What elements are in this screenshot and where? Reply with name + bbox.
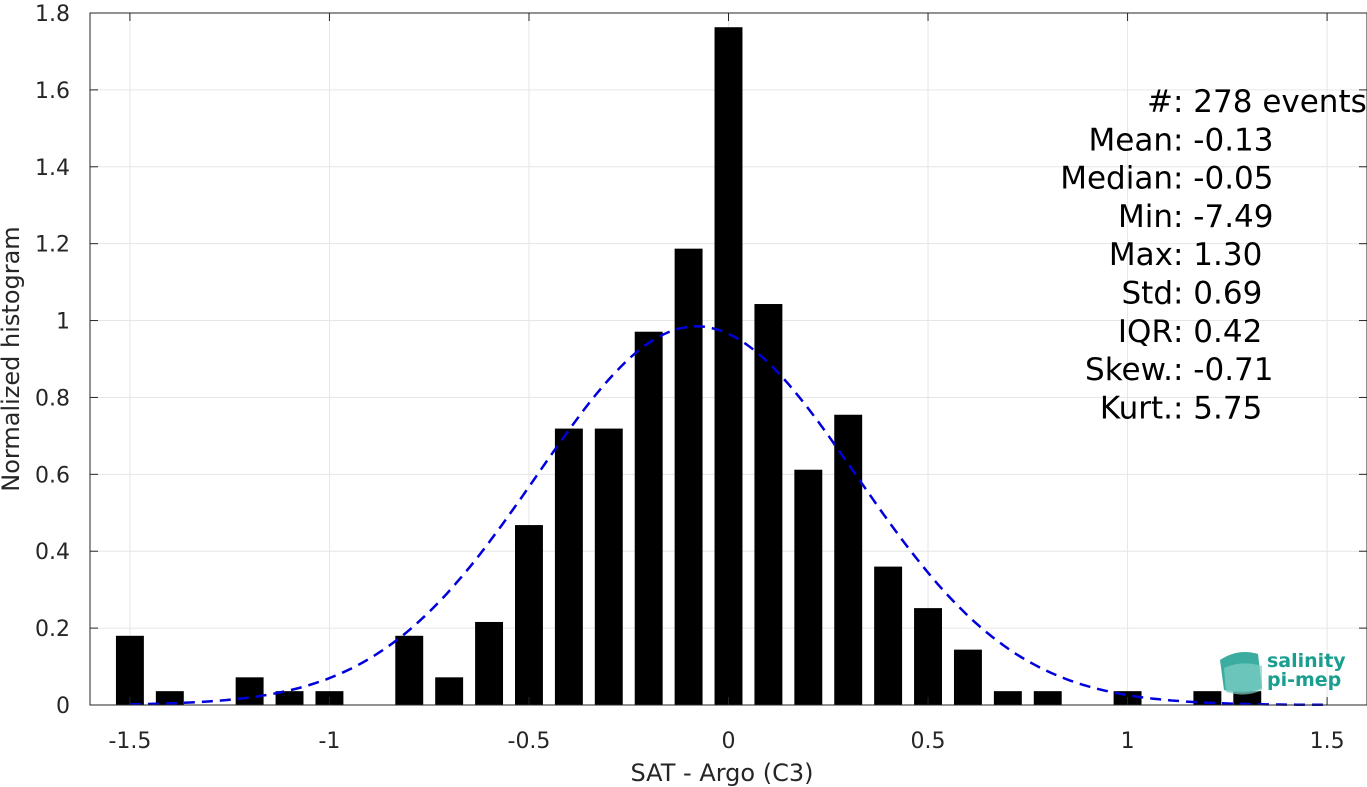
- histogram-bar: [594, 428, 623, 705]
- logo-text-salinity: salinity: [1267, 650, 1346, 672]
- y-tick-label: 1.4: [35, 156, 70, 181]
- salinity-pi-mep-logo: salinity pi-mep: [1220, 650, 1346, 695]
- x-tick-label: 1: [1121, 729, 1135, 754]
- histogram-bar: [235, 677, 264, 705]
- histogram-bar: [1233, 691, 1262, 705]
- stat-label: Skew.: [1085, 352, 1173, 388]
- y-tick-label: 1: [56, 310, 70, 335]
- y-tick-label: 0.6: [35, 463, 70, 488]
- histogram-bar: [953, 649, 982, 705]
- histogram-bar: [794, 469, 823, 705]
- stat-label: Max: [1109, 237, 1173, 273]
- y-tick-label: 1.6: [35, 79, 70, 104]
- histogram-bar: [554, 428, 583, 705]
- histogram-bar: [834, 414, 863, 705]
- histogram-bar: [714, 27, 743, 706]
- x-tick-label: -1: [318, 729, 340, 754]
- histogram-bar: [155, 691, 184, 705]
- y-tick-label: 0: [56, 694, 70, 719]
- fit-curve: [129, 325, 1328, 707]
- stat-label: Min: [1118, 199, 1173, 235]
- x-tick-label: -1.5: [108, 729, 151, 754]
- stat-value: : 0.69: [1173, 276, 1262, 312]
- histogram-bar: [475, 621, 504, 705]
- y-tick-label: 0.8: [35, 386, 70, 411]
- fit-curve-layer: [129, 325, 1328, 707]
- histogram-bar: [634, 331, 663, 705]
- histogram-bar: [674, 248, 703, 706]
- stat-label: Kurt.: [1100, 390, 1173, 426]
- stat-value: : -0.05: [1173, 161, 1274, 197]
- axis-ticks: -1.5 -1 -0.5 0 0.5 1 1.5 0 0.2 0.4 0.6 0.8 1 1.2 1.4 1.…: [35, 2, 1367, 754]
- stat-value: : 1.30: [1173, 237, 1262, 273]
- stat-value: : 5.75: [1173, 390, 1262, 426]
- stat-label: Std: [1121, 276, 1173, 312]
- histogram-bar: [115, 635, 144, 705]
- y-tick-label: 1.2: [35, 233, 70, 258]
- stat-value: : -7.49: [1173, 199, 1274, 235]
- y-tick-label: 1.8: [35, 2, 70, 27]
- x-axis-label: SAT - Argo (C3): [631, 759, 814, 787]
- histogram-bar: [1033, 691, 1062, 705]
- y-tick-label: 0.4: [35, 540, 70, 565]
- x-tick-label: -0.5: [508, 729, 551, 754]
- histogram-bar: [435, 677, 464, 705]
- histogram-bar: [515, 525, 543, 705]
- histogram-bar: [1193, 691, 1222, 705]
- stat-value: : -0.13: [1173, 122, 1274, 158]
- histogram-bar: [993, 691, 1022, 705]
- histogram-bar: [754, 304, 783, 705]
- x-tick-label: 1.5: [1310, 729, 1345, 754]
- logo-text-pi-mep: pi-mep: [1267, 669, 1341, 691]
- stat-label: Mean: [1089, 122, 1173, 158]
- histogram-bar: [914, 608, 942, 705]
- stat-value: : -0.71: [1173, 352, 1274, 388]
- y-tick-label: 0.2: [35, 617, 70, 642]
- wave-logo-icon-shadow: [1224, 663, 1262, 695]
- x-tick-label: 0.5: [911, 729, 946, 754]
- stat-label: #: [1147, 84, 1173, 120]
- stat-value: : 0.42: [1173, 314, 1262, 350]
- stat-label: Median: [1060, 161, 1173, 197]
- stat-value: : 278 events: [1173, 84, 1367, 120]
- histogram-bar: [874, 566, 903, 705]
- histogram-bar: [395, 635, 424, 705]
- stat-label: IQR: [1118, 314, 1173, 350]
- y-axis-label: Normalized histogram: [0, 226, 25, 491]
- histogram-bar: [275, 691, 304, 705]
- x-tick-label: 0: [722, 729, 736, 754]
